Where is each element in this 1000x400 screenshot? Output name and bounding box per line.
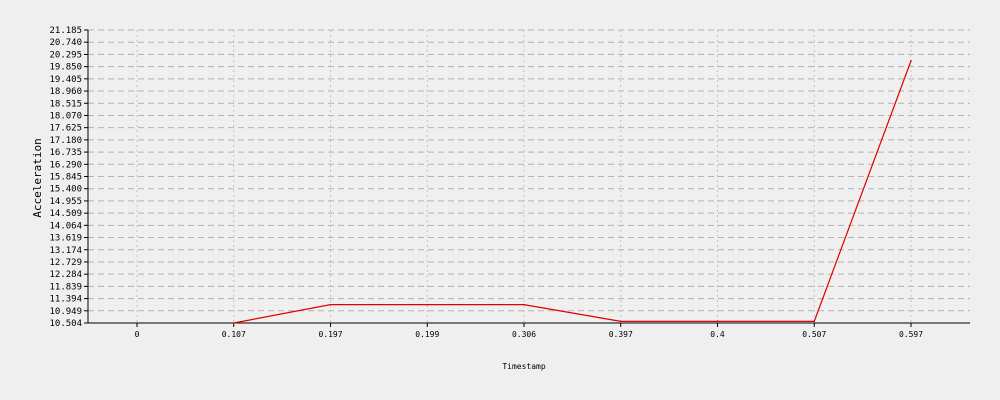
y-tick-labels: 10.504 10.949 11.394 11.839 12.284 12.729 13.1… bbox=[49, 26, 82, 329]
y-tick-label: 11.394 bbox=[49, 295, 82, 305]
y-tick-label: 10.504 bbox=[49, 319, 82, 329]
x-tick-label: 0.597 bbox=[899, 330, 923, 339]
y-tick-label: 15.400 bbox=[49, 185, 82, 195]
data-point bbox=[329, 303, 332, 306]
y-tick-label: 21.185 bbox=[49, 26, 82, 36]
data-point bbox=[426, 303, 429, 306]
y-tick-label: 11.839 bbox=[49, 282, 82, 292]
y-tick-label: 12.284 bbox=[49, 270, 82, 280]
data-point bbox=[523, 303, 525, 306]
y-tick-label: 15.845 bbox=[49, 173, 82, 183]
y-tick-label: 13.174 bbox=[49, 246, 82, 256]
data-point bbox=[813, 320, 816, 323]
y-tick-label: 17.625 bbox=[49, 124, 82, 134]
y-tick-label: 18.960 bbox=[49, 87, 82, 97]
y-tick-label: 10.949 bbox=[49, 307, 82, 317]
y-tick-label: 13.619 bbox=[49, 234, 82, 244]
y-axis-title: Acceleration bbox=[31, 138, 44, 217]
y-tick-label: 19.850 bbox=[49, 63, 82, 73]
x-axis-title: Timestamp bbox=[502, 362, 546, 371]
data-point bbox=[619, 320, 622, 323]
y-tick-label: 19.405 bbox=[49, 75, 82, 85]
series-line-0 bbox=[233, 60, 912, 324]
data-point bbox=[232, 322, 235, 324]
x-tick-label: 0 bbox=[135, 330, 140, 339]
y-tick-label: 16.290 bbox=[49, 160, 82, 170]
y-tick-label: 14.064 bbox=[49, 221, 82, 231]
y-tick-label: 20.740 bbox=[49, 38, 82, 48]
y-tick-label: 14.509 bbox=[49, 209, 82, 219]
data-point bbox=[716, 320, 719, 323]
y-tick-label: 20.295 bbox=[49, 50, 82, 60]
x-tick-label: 0.107 bbox=[222, 330, 246, 339]
y-tick-label: 12.729 bbox=[49, 258, 82, 268]
series-group bbox=[232, 60, 912, 324]
y-tick-label: 18.515 bbox=[49, 99, 82, 109]
y-tick-label: 18.070 bbox=[49, 111, 82, 121]
y-tick-label: 16.735 bbox=[49, 148, 82, 158]
grid-lines bbox=[88, 29, 970, 323]
y-tick-label: 14.955 bbox=[49, 197, 82, 207]
x-tick-label: 0.4 bbox=[710, 330, 725, 339]
x-tick-label: 0.306 bbox=[512, 330, 536, 339]
x-tick-labels: 0 0.107 0.197 0.199 0.306 0.397 0.4 0.507 0.597 bbox=[135, 330, 924, 339]
x-tick-label: 0.397 bbox=[609, 330, 633, 339]
x-tick-label: 0.507 bbox=[802, 330, 826, 339]
x-tick-label: 0.197 bbox=[318, 330, 342, 339]
data-point bbox=[910, 60, 912, 62]
x-tick-label: 0.199 bbox=[415, 330, 439, 339]
y-tick-label: 17.180 bbox=[49, 136, 82, 146]
